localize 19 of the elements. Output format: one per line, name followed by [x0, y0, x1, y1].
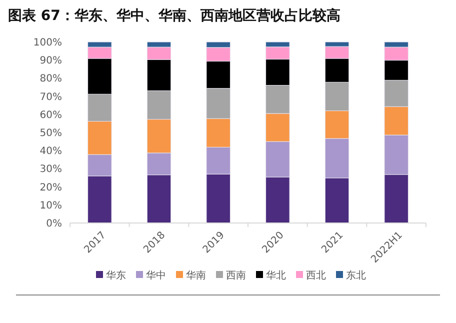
y-tick-label: 20%: [40, 182, 62, 194]
chart-title: 图表 67：华东、华中、华南、西南地区营收占比较高: [8, 7, 340, 24]
y-tick-label: 40%: [40, 146, 62, 158]
legend-label: 东北: [346, 270, 366, 282]
y-tick-label: 50%: [40, 128, 62, 139]
legend-label: 华东: [106, 270, 126, 282]
y-tick-label: 60%: [40, 110, 62, 121]
y-tick-label: 70%: [40, 92, 62, 103]
y-tick-label: 10%: [40, 200, 62, 212]
y-tick-label: 80%: [40, 74, 62, 85]
legend-label: 华中: [146, 270, 166, 282]
legend-label: 西北: [306, 270, 326, 282]
legend-label: 西南: [226, 270, 246, 282]
legend-label: 华南: [186, 270, 206, 282]
y-tick-label: 0%: [46, 218, 62, 230]
y-tick-label: 100%: [33, 38, 62, 48]
y-tick-label: 30%: [40, 164, 62, 176]
y-tick-label: 90%: [40, 56, 62, 67]
legend-label: 华北: [266, 270, 286, 282]
